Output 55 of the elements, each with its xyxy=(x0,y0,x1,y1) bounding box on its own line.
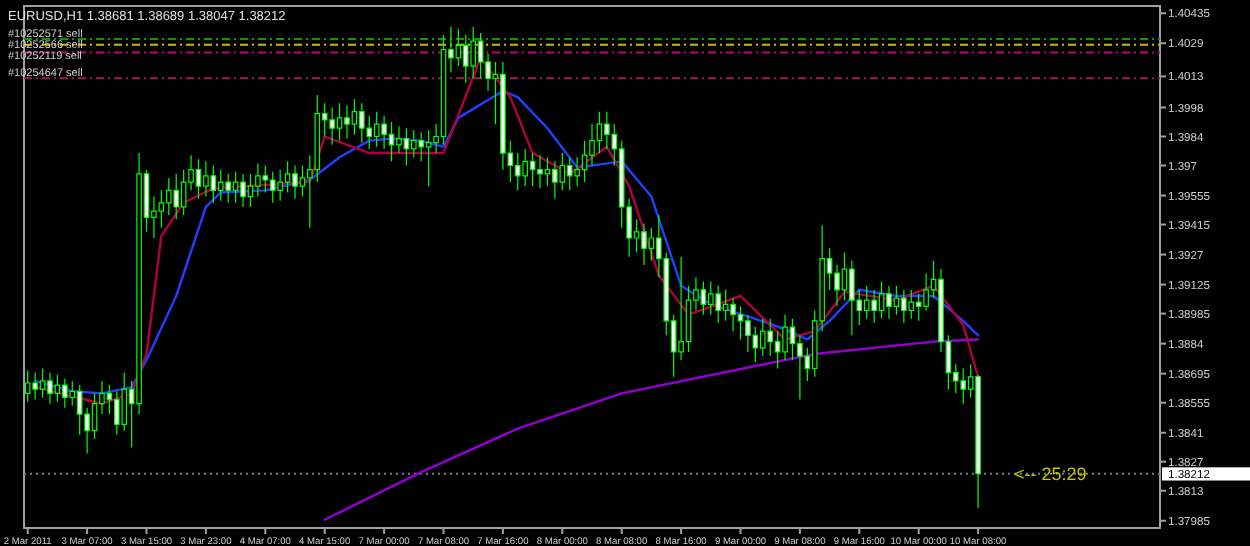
candlestick xyxy=(759,318,766,357)
candlestick xyxy=(730,297,736,332)
candlestick xyxy=(901,289,907,324)
candlestick xyxy=(960,367,967,405)
candlestick xyxy=(411,129,417,158)
candlestick xyxy=(344,104,350,140)
candlestick xyxy=(641,222,647,266)
line-series xyxy=(323,338,980,521)
candlestick xyxy=(470,26,476,80)
candlestick xyxy=(908,289,915,320)
annotation: <-- 25:29 xyxy=(1014,464,1087,485)
candlestick xyxy=(359,102,365,144)
candlestick xyxy=(566,156,573,191)
candlestick xyxy=(32,372,38,401)
candlestick xyxy=(210,164,217,204)
candlestick xyxy=(269,171,276,204)
candlestick xyxy=(351,98,358,136)
candlestick xyxy=(336,102,343,142)
candlestick xyxy=(24,369,31,403)
candlestick xyxy=(715,285,722,324)
candlestick xyxy=(62,378,68,409)
candlestick xyxy=(552,160,558,200)
candlestick xyxy=(277,169,283,202)
candlestick xyxy=(284,160,291,194)
candlestick xyxy=(39,367,46,399)
candlestick xyxy=(240,173,246,208)
candlestick xyxy=(232,171,239,204)
candlestick xyxy=(403,127,410,167)
candlestick xyxy=(47,372,53,405)
candlestick xyxy=(529,152,536,187)
candlestick xyxy=(425,129,432,187)
candlestick xyxy=(878,280,885,320)
candlestick xyxy=(203,160,209,198)
candlestick xyxy=(886,285,892,320)
candlestick xyxy=(559,152,566,191)
candlestick xyxy=(440,34,447,146)
candlestick xyxy=(225,173,231,204)
candlestick xyxy=(462,34,469,84)
candlestick xyxy=(173,173,180,220)
candlestick xyxy=(388,121,395,162)
candlestick xyxy=(373,111,380,148)
candlestick xyxy=(217,169,224,202)
candlestick xyxy=(782,314,788,361)
candlestick xyxy=(292,164,298,200)
candlestick xyxy=(54,374,61,403)
candlestick xyxy=(700,280,707,316)
candlestick xyxy=(849,260,855,336)
candlestick xyxy=(863,285,870,320)
candlestick xyxy=(522,148,528,187)
candlestick xyxy=(537,154,543,189)
candlestick xyxy=(195,158,202,200)
candlestick xyxy=(329,106,335,146)
candlestick xyxy=(893,285,900,316)
candlestick xyxy=(871,289,877,324)
candlestick xyxy=(708,280,714,316)
